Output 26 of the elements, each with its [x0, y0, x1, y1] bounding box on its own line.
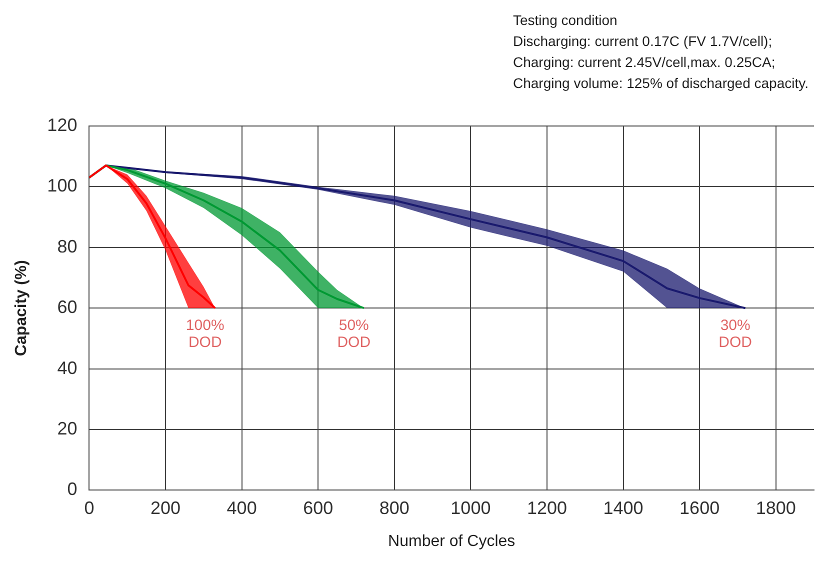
x-tick-label: 1400 — [603, 498, 644, 518]
x-tick-label: 1200 — [526, 498, 568, 518]
y-tick-label: 100 — [47, 176, 78, 196]
y-axis-title: Capacity (%) — [13, 260, 30, 356]
x-tick-label: 1000 — [450, 498, 491, 518]
x-axis-title: Number of Cycles — [388, 532, 516, 550]
y-tick-label: 20 — [57, 418, 78, 438]
x-tick-label: 400 — [226, 498, 257, 518]
x-tick-label: 200 — [150, 498, 181, 518]
text: Charging volume: 125% of discharged capacity. — [513, 74, 808, 93]
x-tick-label: 0 — [84, 498, 94, 518]
y-tick-label: 80 — [57, 236, 78, 256]
series-label: 50% DOD — [337, 317, 371, 352]
series-label: 100% DOD — [186, 317, 224, 352]
y-tick-label: 0 — [67, 479, 78, 500]
x-tick-label: 600 — [303, 498, 334, 518]
x-tick-label: 800 — [379, 498, 410, 518]
x-tick-label: 1800 — [756, 498, 796, 518]
x-tick-label: 1600 — [680, 498, 720, 518]
text: Discharging: current 0.17C (FV 1.7V/cell); — [513, 32, 774, 51]
chart-title: Testing condition — [513, 11, 618, 30]
y-tick-label: 60 — [57, 297, 78, 318]
text: Charging: current 2.45V/cell,max. 0.25CA; — [513, 53, 776, 72]
y-tick-label: 120 — [47, 114, 78, 135]
y-tick-label: 40 — [57, 358, 78, 378]
series-label: 30% DOD — [718, 317, 752, 352]
